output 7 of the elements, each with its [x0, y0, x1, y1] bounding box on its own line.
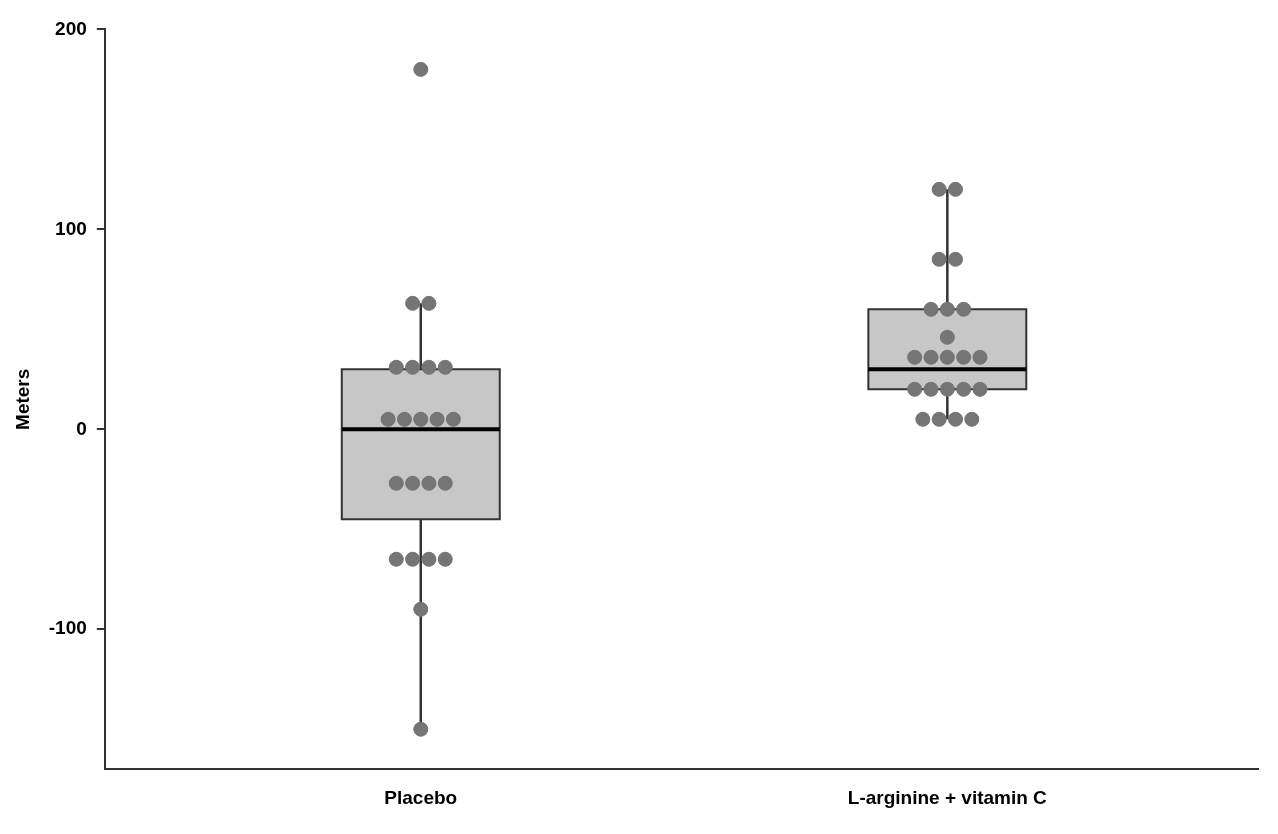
- y-tick-label: -100: [48, 617, 87, 639]
- y-tick-label: 200: [55, 17, 87, 39]
- x-tick-label: L-arginine + vitamin C: [847, 786, 1048, 808]
- y-tick-label: 0: [76, 417, 87, 439]
- y-axis-title: Meters: [11, 368, 33, 430]
- x-tick-label: Placebo: [384, 786, 458, 808]
- y-tick-label: 100: [55, 217, 87, 239]
